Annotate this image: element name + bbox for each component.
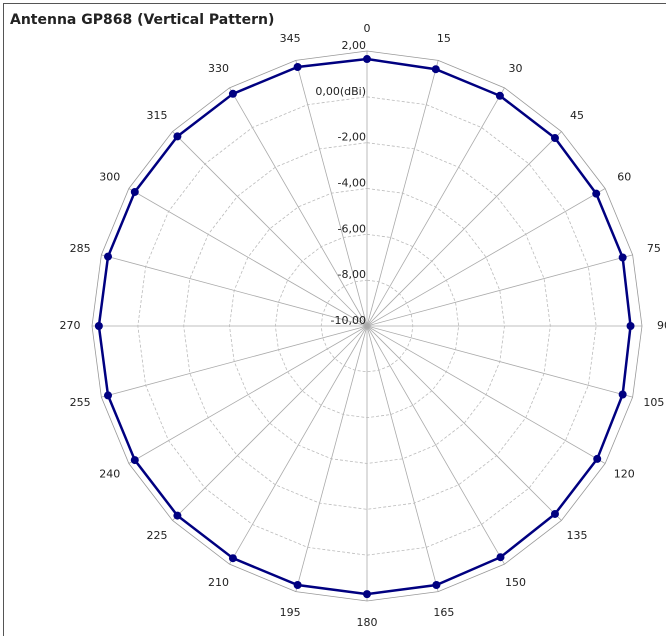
grid-ring [320, 279, 414, 373]
angle-label: 285 [70, 242, 91, 255]
point [94, 322, 103, 330]
grid-ring [183, 142, 551, 510]
angle-label: 165 [433, 606, 454, 619]
point [173, 132, 182, 141]
spoke [366, 325, 505, 565]
point [130, 187, 139, 196]
point [173, 511, 182, 520]
point [496, 553, 505, 562]
angle-label: 345 [280, 32, 301, 45]
point [104, 252, 113, 261]
point [104, 391, 113, 400]
angle-label: 150 [505, 576, 526, 589]
spoke [366, 188, 606, 327]
point [130, 456, 139, 465]
frame [3, 3, 666, 636]
spoke [366, 325, 562, 521]
point [618, 253, 627, 262]
r-tick-label: 0,00(dBi) [315, 85, 366, 98]
point [363, 55, 371, 64]
angle-label: 255 [70, 396, 91, 409]
angle-label: 330 [208, 62, 229, 75]
angle-label: 225 [146, 529, 167, 542]
point [626, 322, 635, 330]
chart-title: Antenna GP868 (Vertical Pattern) [10, 12, 274, 28]
spoke [366, 325, 439, 592]
r-tick-label: -10,00 [331, 314, 366, 327]
point [550, 509, 559, 518]
point [228, 554, 237, 563]
point [618, 390, 627, 399]
point [592, 189, 601, 198]
angle-label: 30 [509, 62, 523, 75]
angle-label: 135 [567, 529, 588, 542]
grid-ring [229, 188, 505, 464]
r-tick-label: 2,00 [342, 39, 367, 52]
grid-ring [137, 96, 597, 556]
point [432, 580, 441, 589]
angle-label: 0 [364, 22, 371, 35]
angle-label: 180 [357, 616, 378, 629]
spoke [172, 325, 368, 521]
grid-ring [91, 50, 643, 602]
spoke [229, 87, 368, 327]
point [550, 134, 559, 143]
r-tick-label: -2,00 [338, 131, 366, 144]
angle-label: 45 [570, 109, 584, 122]
grid-ring [274, 233, 460, 419]
r-tick-label: -8,00 [338, 268, 366, 281]
point [293, 63, 302, 72]
point [228, 89, 237, 98]
angle-label: 90 [657, 319, 666, 332]
angle-label: 105 [643, 396, 664, 409]
point [495, 91, 504, 100]
angle-label: 270 [60, 319, 81, 332]
angle-label: 15 [437, 32, 451, 45]
angle-label: 60 [617, 171, 631, 184]
angle-label: 75 [647, 242, 661, 255]
angle-label: 240 [99, 468, 120, 481]
angle-label: 210 [208, 576, 229, 589]
r-tick-label: -6,00 [338, 222, 366, 235]
angle-label: 195 [280, 606, 301, 619]
point [593, 454, 602, 463]
r-tick-label: -4,00 [338, 177, 366, 190]
spoke [128, 325, 368, 464]
point [431, 65, 440, 74]
point [363, 590, 371, 599]
angle-label: 120 [614, 468, 635, 481]
point [293, 580, 302, 589]
spoke [366, 254, 633, 327]
angle-label: 300 [99, 171, 120, 184]
angle-label: 315 [146, 109, 167, 122]
